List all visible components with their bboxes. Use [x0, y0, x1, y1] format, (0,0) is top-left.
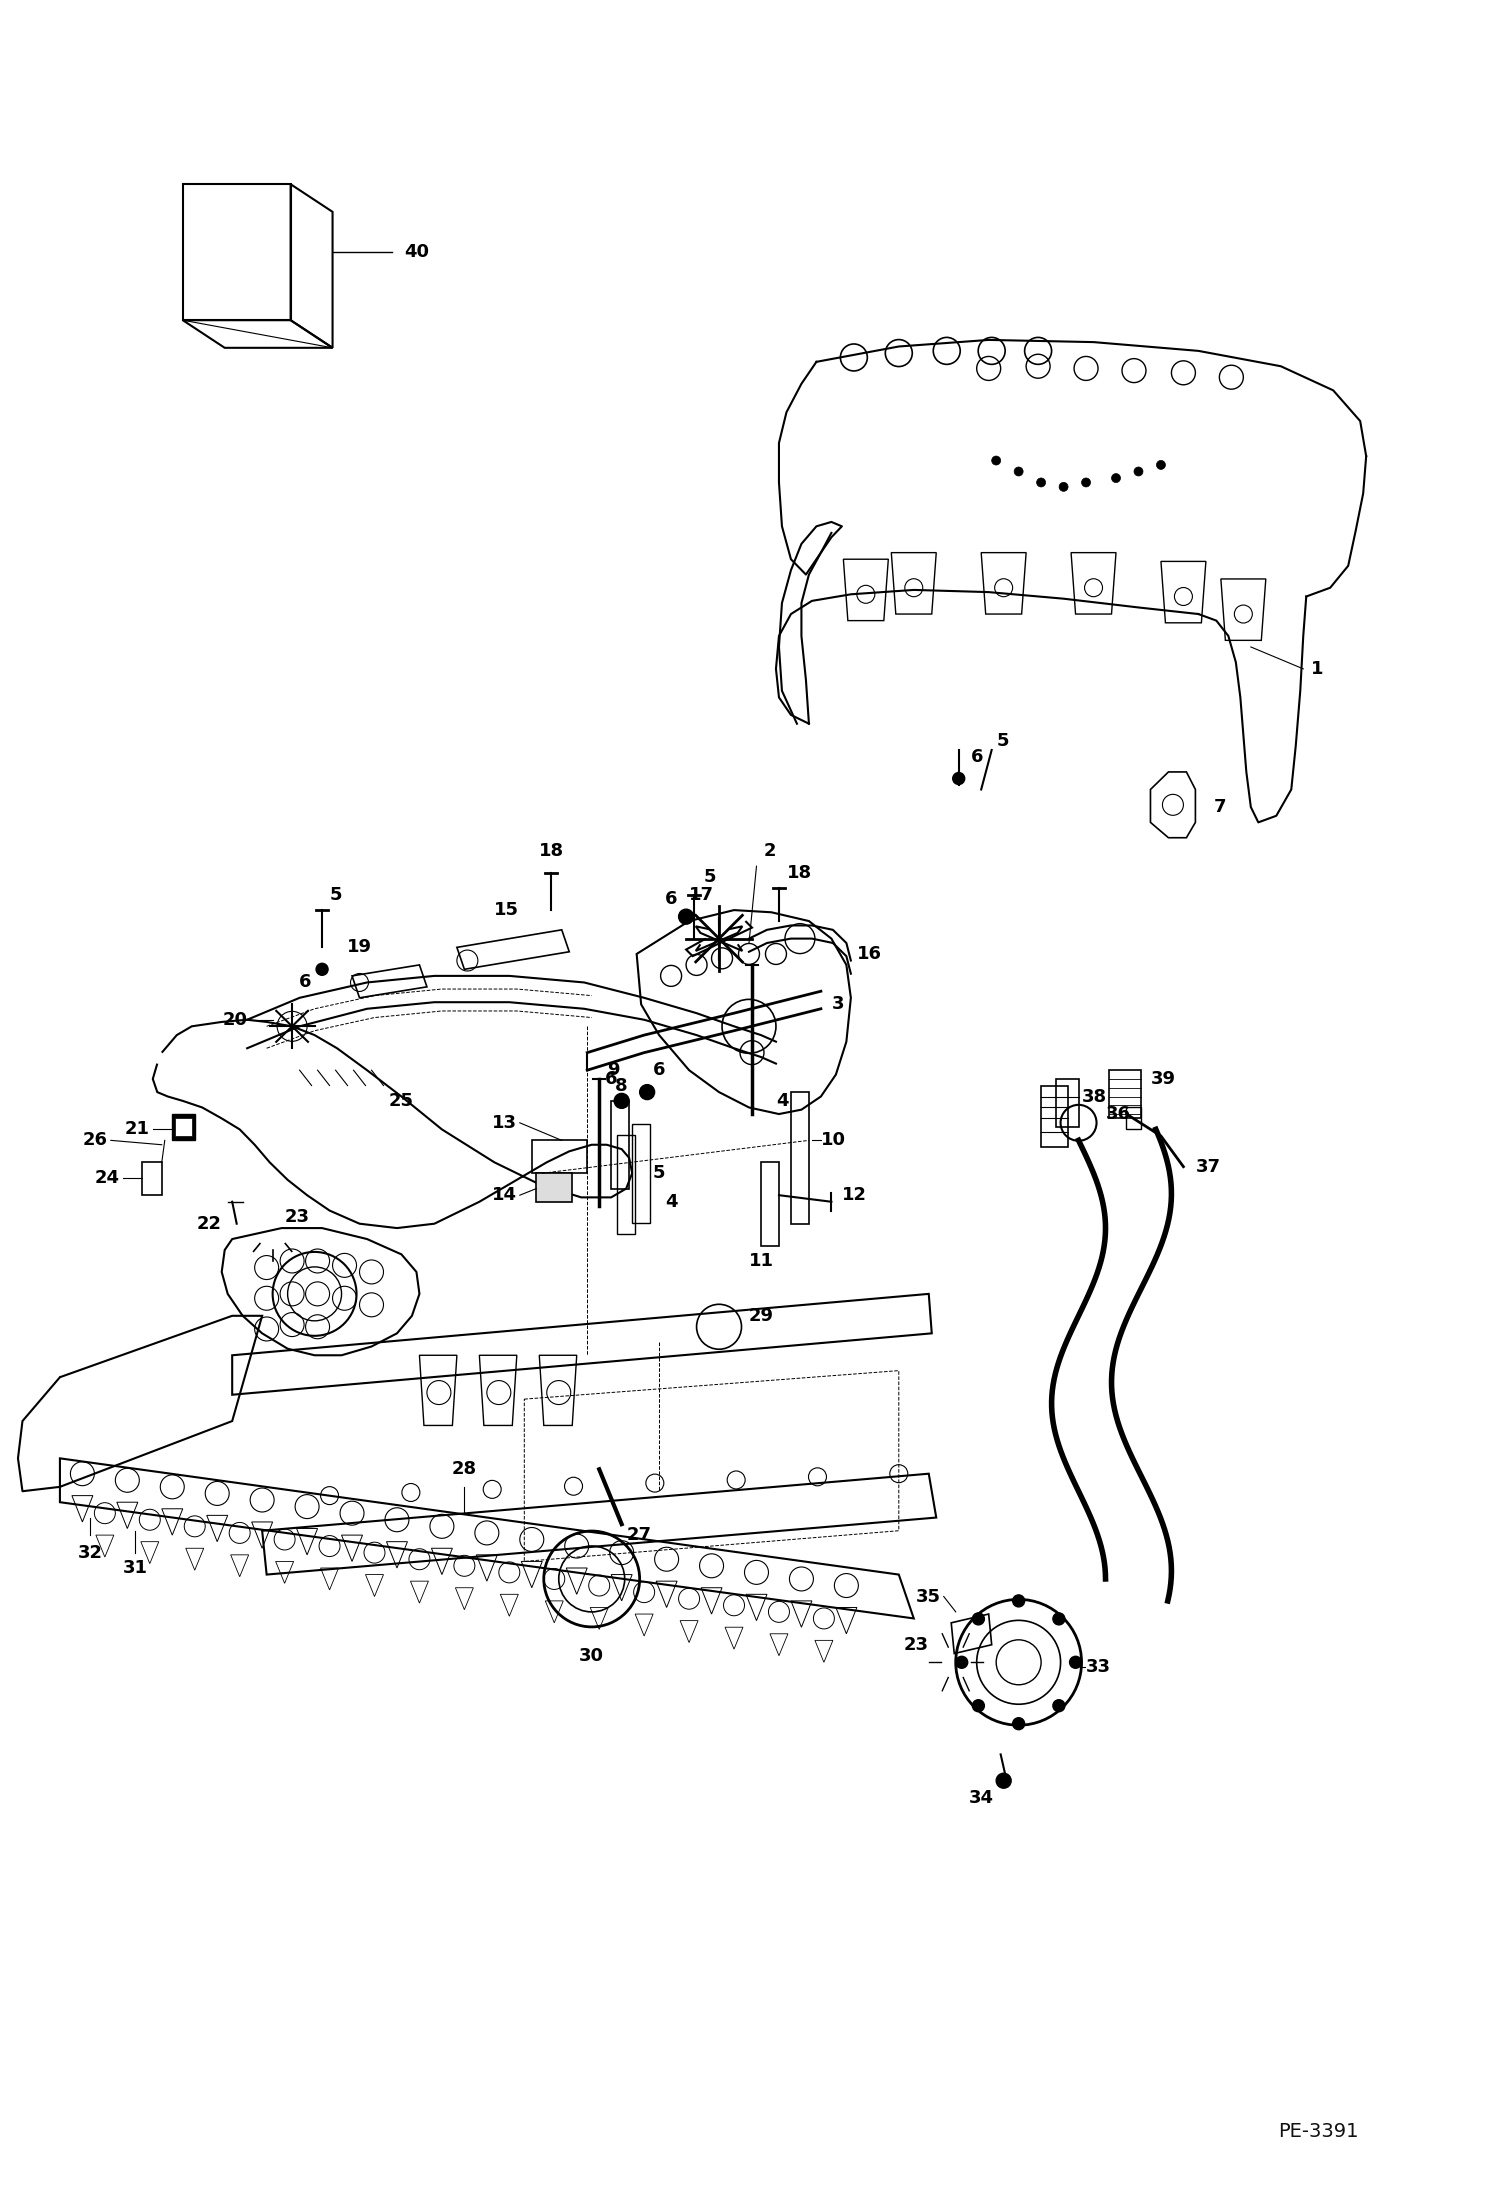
Text: 29: 29	[749, 1307, 774, 1325]
Circle shape	[1134, 467, 1143, 476]
Text: 13: 13	[491, 1114, 517, 1132]
Text: 10: 10	[821, 1132, 846, 1149]
Text: 38: 38	[1082, 1088, 1107, 1105]
Circle shape	[992, 456, 1001, 465]
Text: PE-3391: PE-3391	[1278, 2123, 1359, 2140]
Circle shape	[640, 1086, 655, 1099]
Circle shape	[1037, 478, 1046, 487]
Text: 35: 35	[917, 1588, 941, 1605]
Text: 8: 8	[616, 1077, 628, 1094]
Text: 6: 6	[300, 974, 312, 991]
Text: 6: 6	[605, 1070, 617, 1088]
Text: 12: 12	[842, 1186, 867, 1204]
Circle shape	[1053, 1700, 1065, 1713]
Text: 15: 15	[494, 901, 518, 919]
Text: 3: 3	[831, 996, 843, 1013]
Text: 24: 24	[94, 1169, 120, 1186]
Circle shape	[972, 1700, 984, 1713]
Circle shape	[1053, 1612, 1065, 1625]
Text: 20: 20	[222, 1011, 247, 1029]
Circle shape	[679, 910, 694, 923]
Text: 34: 34	[969, 1789, 993, 1807]
Text: 25: 25	[389, 1092, 413, 1110]
Text: 18: 18	[786, 864, 812, 882]
Polygon shape	[536, 1173, 572, 1202]
Text: 21: 21	[124, 1121, 150, 1138]
Text: 17: 17	[689, 886, 713, 904]
Circle shape	[1082, 478, 1091, 487]
Text: 27: 27	[626, 1526, 652, 1544]
Polygon shape	[175, 1118, 192, 1136]
Text: 26: 26	[82, 1132, 108, 1149]
Text: 14: 14	[491, 1186, 517, 1204]
Circle shape	[1013, 1594, 1025, 1607]
Circle shape	[1070, 1656, 1082, 1669]
Text: 4: 4	[665, 1193, 677, 1211]
Text: 6: 6	[971, 748, 983, 765]
Text: 22: 22	[196, 1215, 222, 1232]
Text: 32: 32	[78, 1544, 102, 1561]
Text: 36: 36	[1106, 1105, 1131, 1123]
Text: 39: 39	[1150, 1070, 1176, 1088]
Text: 33: 33	[1086, 1658, 1112, 1675]
Text: 2: 2	[764, 842, 776, 860]
Text: 5: 5	[996, 732, 1008, 750]
Text: 40: 40	[404, 243, 430, 261]
Text: 5: 5	[704, 868, 716, 886]
Polygon shape	[172, 1114, 195, 1140]
Text: 11: 11	[749, 1252, 773, 1270]
Text: 16: 16	[857, 945, 882, 963]
Circle shape	[1059, 482, 1068, 491]
Circle shape	[953, 772, 965, 785]
Text: 23: 23	[903, 1636, 929, 1654]
Text: 9: 9	[607, 1061, 619, 1079]
Circle shape	[1014, 467, 1023, 476]
Text: 23: 23	[285, 1208, 310, 1226]
Text: 5: 5	[330, 886, 342, 904]
Circle shape	[1156, 461, 1165, 469]
Circle shape	[996, 1774, 1011, 1787]
Text: 6: 6	[653, 1061, 665, 1079]
Text: 28: 28	[452, 1461, 476, 1478]
Circle shape	[614, 1094, 629, 1107]
Text: 5: 5	[653, 1164, 665, 1182]
Text: 7: 7	[1213, 798, 1225, 816]
Text: 19: 19	[348, 939, 372, 956]
Text: 6: 6	[665, 890, 677, 908]
Circle shape	[1112, 474, 1121, 482]
Text: 31: 31	[123, 1559, 147, 1577]
Text: 4: 4	[776, 1092, 788, 1110]
Circle shape	[316, 963, 328, 976]
Circle shape	[1013, 1717, 1025, 1730]
Text: 30: 30	[580, 1647, 604, 1664]
Text: 37: 37	[1195, 1158, 1221, 1175]
Text: 18: 18	[539, 842, 563, 860]
Text: 1: 1	[1311, 660, 1323, 678]
Circle shape	[956, 1656, 968, 1669]
Circle shape	[972, 1612, 984, 1625]
